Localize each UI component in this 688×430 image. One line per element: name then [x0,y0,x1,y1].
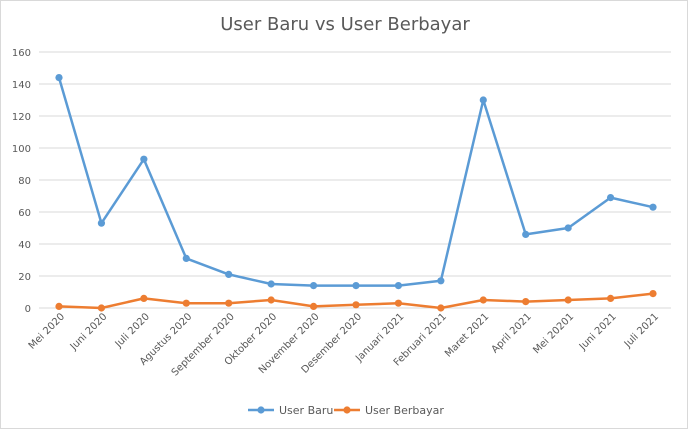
y-tick-label: 60 [18,208,31,219]
series-user-baru [55,74,657,290]
data-point [606,194,615,202]
data-point [522,230,530,238]
data-point [606,294,615,302]
data-point [564,224,572,232]
data-point [309,282,318,290]
data-point [97,304,106,312]
y-tick-label: 100 [12,144,31,155]
data-point [437,304,445,312]
x-tick-label: Mei 20201 [531,311,576,356]
data-point [394,282,403,290]
data-point [182,254,190,262]
data-point [394,299,403,307]
data-point [55,302,63,310]
data-point [649,290,657,298]
x-tick-label: April 2021 [490,311,534,355]
x-tick-label: Juli 2021 [622,311,661,350]
y-tick-label: 120 [12,112,31,123]
data-point [522,298,530,306]
x-tick-label: Juni 2021 [577,311,619,353]
legend-swatch-marker [343,406,351,414]
y-axis-ticks: 0 20 40 60 80 100 120 140 160 [12,48,31,315]
x-tick-label: Maret 2021 [443,311,491,359]
data-point [182,299,190,307]
legend-label: User Berbayar [365,404,444,417]
y-tick-label: 0 [25,304,31,315]
data-point [352,301,360,309]
data-point [564,296,572,304]
data-point [140,294,148,302]
y-tick-label: 80 [18,176,31,187]
x-tick-label: Mei 2020 [27,311,67,351]
data-point [267,280,275,288]
data-point [225,299,233,307]
data-point [55,74,63,82]
series-user-berbayar [55,290,657,312]
data-point [97,219,106,227]
data-point [309,302,318,310]
series-line [57,77,654,287]
data-point [267,296,275,304]
x-tick-label: Juni 2020 [68,311,110,353]
series-layer [55,74,657,312]
data-point [649,203,657,211]
data-point [437,277,445,285]
x-tick-label: Juli 2020 [113,311,152,350]
data-point [479,96,487,104]
y-tick-label: 40 [18,240,31,251]
y-tick-label: 160 [12,48,31,59]
data-point [352,282,360,290]
y-tick-label: 140 [12,80,31,91]
chart-title: User Baru vs User Berbayar [220,14,470,35]
data-point [479,296,487,304]
legend-label: User Baru [279,404,333,417]
grid-lines [39,51,671,309]
data-point [140,155,148,163]
data-point [225,270,233,278]
y-tick-label: 20 [18,272,31,283]
legend-swatch-marker [257,406,265,414]
legend: User Baru User Berbayar [248,404,444,417]
